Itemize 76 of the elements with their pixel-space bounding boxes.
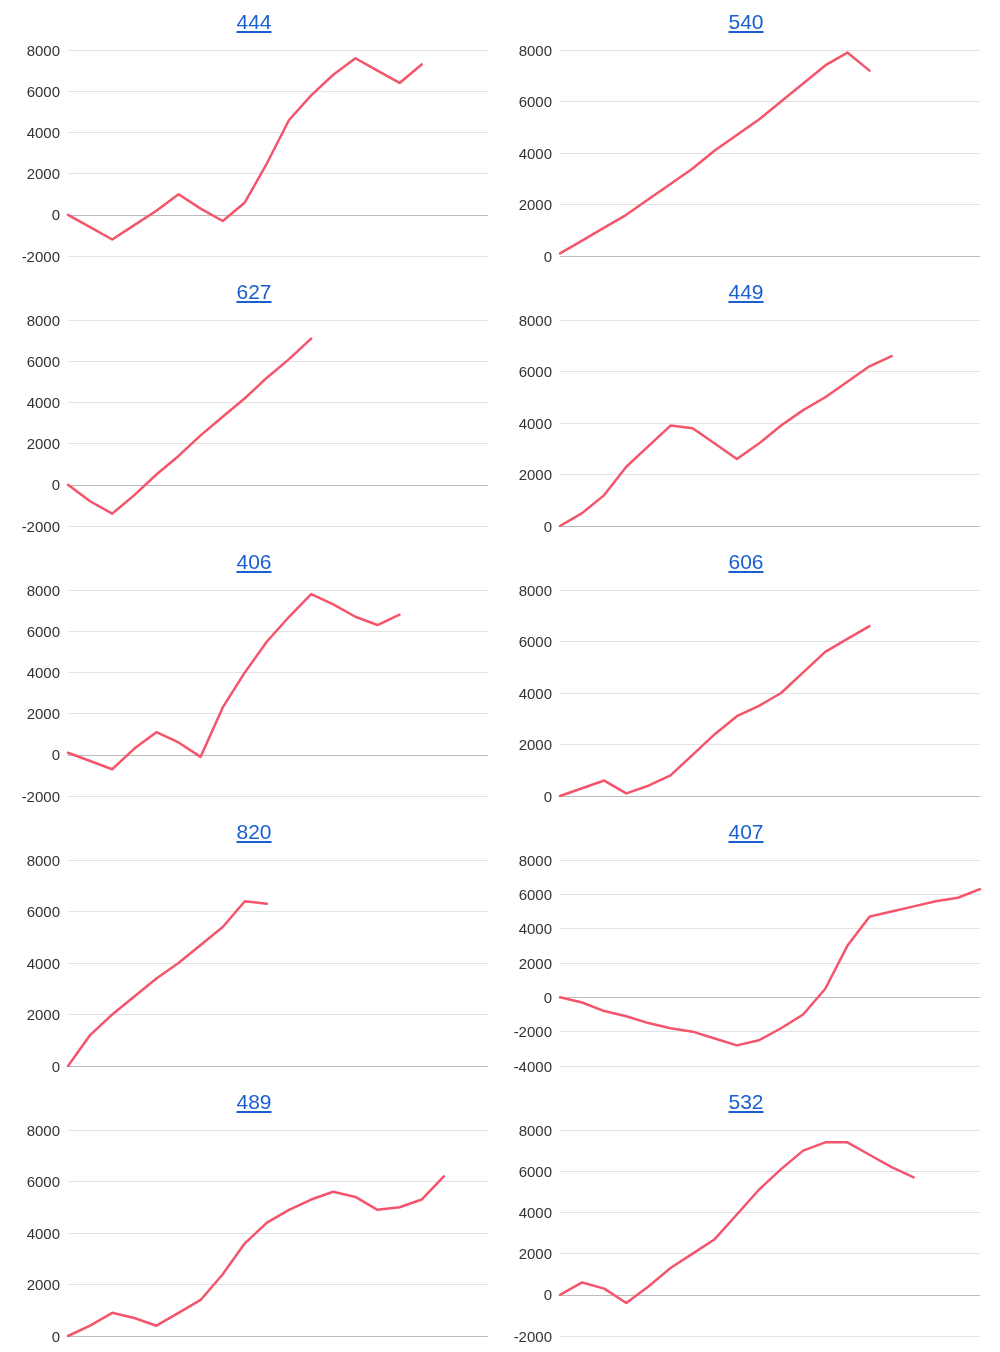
y-tick-label: 2000 (26, 1006, 60, 1023)
line-series (558, 354, 893, 528)
y-tick-label: 6000 (26, 352, 60, 370)
y-tick-label: 8000 (26, 311, 60, 329)
y-tick-label: 2000 (26, 435, 60, 453)
y-tick-label: 4000 (518, 144, 552, 162)
y-tick-label: 6000 (518, 885, 552, 903)
y-tick-label: 6000 (26, 82, 60, 100)
chart-title: 540 (727, 9, 765, 35)
y-tick-label: 2000 (26, 1276, 60, 1293)
y-tick-label: 0 (51, 746, 60, 764)
line-series (66, 1175, 446, 1338)
y-tick-label: 4000 (26, 393, 60, 411)
y-tick-label: 6000 (518, 633, 552, 650)
chart-title: 627 (235, 279, 273, 305)
y-tick-label: 0 (543, 517, 552, 535)
y-tick-label: 8000 (518, 41, 552, 59)
y-tick-label: 6000 (26, 903, 60, 920)
y-tick-label: 0 (51, 1057, 60, 1075)
line-series (558, 51, 871, 255)
y-tick-label: 8000 (26, 1121, 60, 1139)
line-series (66, 899, 269, 1068)
y-tick-label: 2000 (518, 736, 552, 753)
y-tick-label: 4000 (26, 1224, 60, 1242)
y-tick-label: 0 (543, 247, 552, 265)
y-tick-label: 8000 (26, 41, 60, 59)
chart-title: 407 (727, 819, 765, 845)
chart-title: 489 (235, 1089, 273, 1115)
y-tick-label: -2000 (21, 787, 60, 805)
y-tick-label: 8000 (518, 1121, 552, 1139)
y-tick-label: 6000 (26, 622, 60, 640)
y-tick-label: 0 (51, 476, 60, 494)
y-tick-label: 0 (51, 206, 60, 224)
y-tick-label: 0 (543, 988, 552, 1006)
y-tick-label: 4000 (518, 684, 552, 702)
y-tick-label: 6000 (26, 1173, 60, 1190)
line-series (66, 592, 401, 771)
y-tick-label: 4000 (26, 123, 60, 141)
line-series (66, 56, 423, 241)
y-tick-label: 4000 (26, 663, 60, 681)
y-tick-label: 8000 (518, 311, 552, 329)
line-series (66, 337, 313, 515)
y-tick-label: -2000 (513, 1023, 552, 1041)
chart-title: 820 (235, 819, 273, 845)
y-tick-label: 4000 (26, 954, 60, 972)
line-series (558, 624, 871, 798)
chart-title: 449 (727, 279, 765, 305)
y-tick-label: 8000 (518, 581, 552, 599)
y-tick-label: 2000 (518, 196, 552, 213)
y-tick-label: -2000 (21, 247, 60, 265)
y-tick-label: -2000 (21, 517, 60, 535)
y-tick-label: 8000 (518, 851, 552, 869)
y-tick-label: 8000 (26, 851, 60, 869)
y-tick-label: 2000 (518, 466, 552, 483)
y-tick-label: 4000 (518, 920, 552, 938)
y-tick-label: 2000 (518, 1245, 552, 1263)
line-series (558, 1141, 915, 1305)
chart-title: 444 (235, 9, 273, 35)
y-tick-label: 2000 (26, 705, 60, 723)
y-tick-label: 0 (543, 787, 552, 805)
y-tick-label: 2000 (518, 954, 552, 972)
y-tick-label: -2000 (513, 1327, 552, 1345)
y-tick-label: 4000 (518, 1203, 552, 1221)
y-tick-label: 2000 (26, 165, 60, 183)
y-tick-label: 0 (543, 1286, 552, 1304)
y-tick-label: 4000 (518, 414, 552, 432)
y-tick-label: 6000 (518, 93, 552, 110)
y-tick-label: 6000 (518, 1162, 552, 1180)
y-tick-label: 0 (51, 1327, 60, 1345)
line-series (558, 887, 982, 1047)
chart-title: 532 (727, 1089, 765, 1115)
y-tick-label: 8000 (26, 581, 60, 599)
y-tick-label: -4000 (513, 1057, 552, 1075)
chart-title: 406 (235, 549, 273, 575)
chart-title: 606 (727, 549, 765, 575)
y-tick-label: 6000 (518, 363, 552, 380)
